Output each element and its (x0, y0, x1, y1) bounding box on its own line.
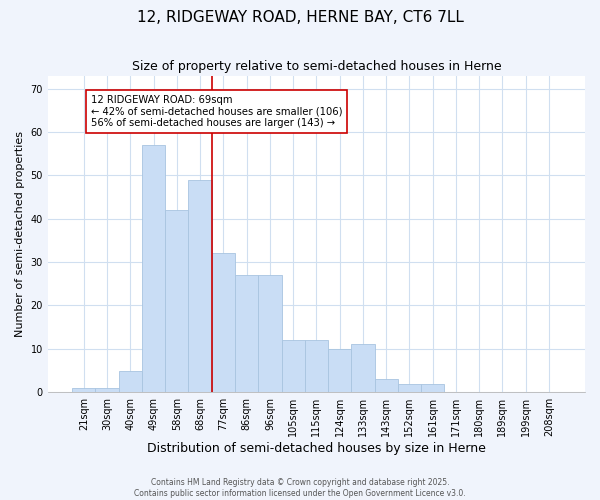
Text: Contains HM Land Registry data © Crown copyright and database right 2025.
Contai: Contains HM Land Registry data © Crown c… (134, 478, 466, 498)
Bar (72, 388, 95, 392)
Bar (165, 210, 188, 392)
Bar (305, 340, 328, 392)
Bar (95, 388, 119, 392)
Bar (188, 180, 212, 392)
Bar (328, 349, 351, 392)
Bar (351, 344, 374, 392)
Bar (281, 340, 305, 392)
Bar (119, 370, 142, 392)
Bar (212, 254, 235, 392)
Bar (258, 275, 281, 392)
Y-axis label: Number of semi-detached properties: Number of semi-detached properties (15, 131, 25, 337)
Bar (374, 379, 398, 392)
Bar (142, 145, 165, 392)
Text: 12, RIDGEWAY ROAD, HERNE BAY, CT6 7LL: 12, RIDGEWAY ROAD, HERNE BAY, CT6 7LL (137, 10, 463, 25)
Bar (235, 275, 258, 392)
Bar (421, 384, 445, 392)
Bar (398, 384, 421, 392)
Title: Size of property relative to semi-detached houses in Herne: Size of property relative to semi-detach… (131, 60, 501, 73)
X-axis label: Distribution of semi-detached houses by size in Herne: Distribution of semi-detached houses by … (147, 442, 486, 455)
Text: 12 RIDGEWAY ROAD: 69sqm
← 42% of semi-detached houses are smaller (106)
56% of s: 12 RIDGEWAY ROAD: 69sqm ← 42% of semi-de… (91, 95, 343, 128)
